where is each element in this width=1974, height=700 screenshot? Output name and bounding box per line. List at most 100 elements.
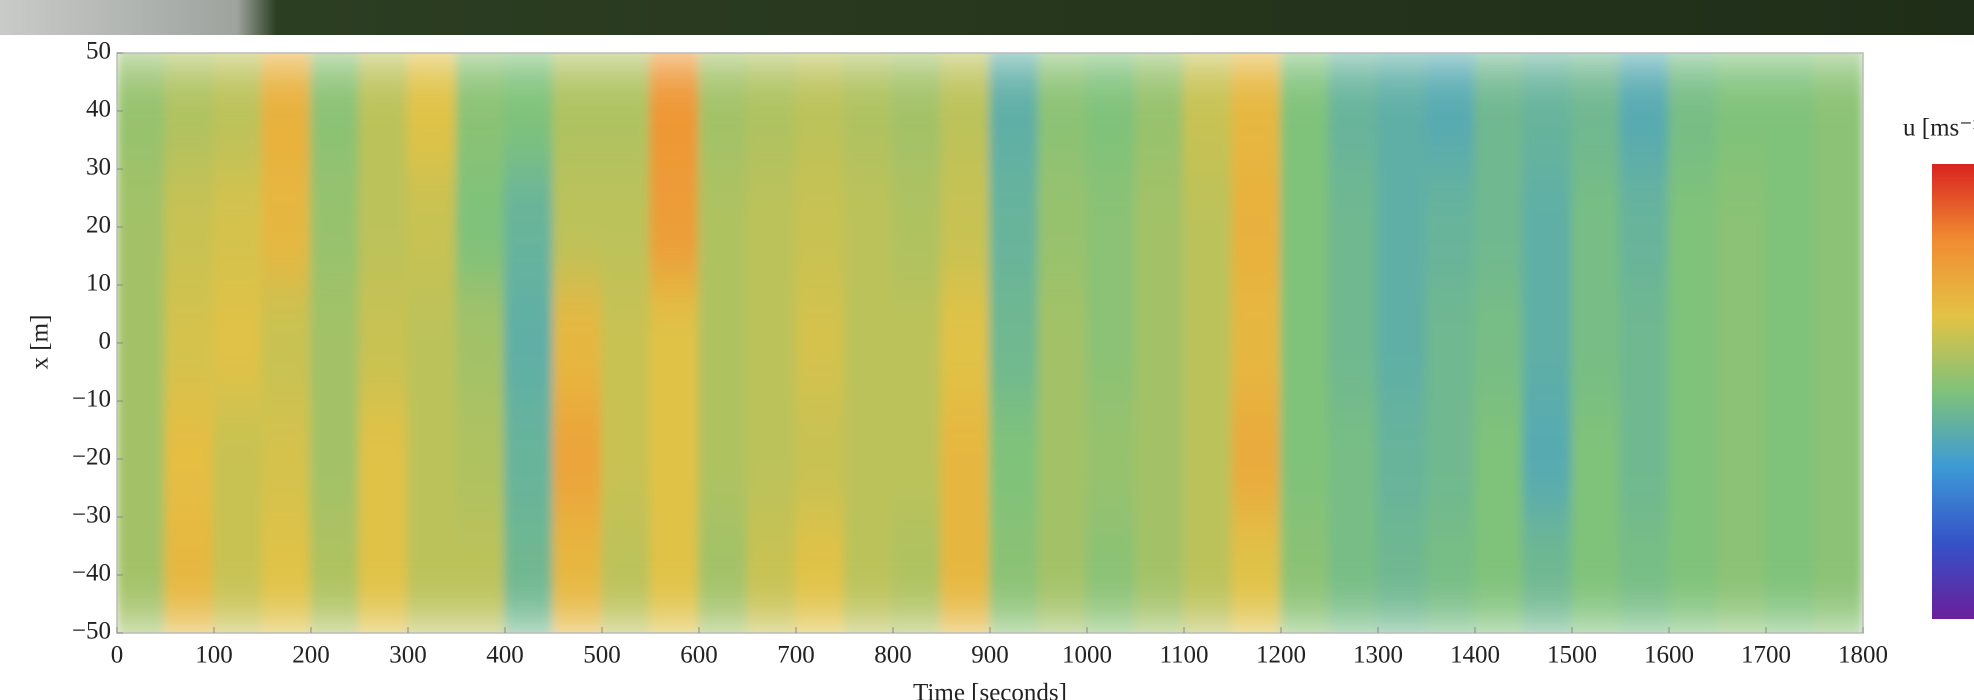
y-tick-label: 30 <box>86 154 111 181</box>
x-tick-label: 600 <box>680 642 718 669</box>
heatmap-cell <box>1668 516 1719 633</box>
heatmap-cell <box>1328 168 1379 286</box>
heatmap-cell <box>1134 284 1185 402</box>
heatmap-cell <box>1183 400 1234 518</box>
heatmap-cell <box>1571 400 1622 518</box>
heatmap-cell <box>1328 516 1379 633</box>
heatmap-cell <box>358 400 409 518</box>
heatmap-cell <box>407 284 458 402</box>
heatmap-cell <box>795 284 846 402</box>
heatmap-cell <box>1377 53 1428 170</box>
heatmap-cell <box>358 168 409 286</box>
heatmap-cell <box>843 168 894 286</box>
heatmap-cell <box>989 400 1040 518</box>
heatmap-cell <box>1474 168 1525 286</box>
heatmap-cell <box>1813 400 1863 518</box>
heatmap-cell <box>213 168 264 286</box>
heatmap-cell <box>1086 284 1137 402</box>
heatmap-cell <box>1716 284 1767 402</box>
heatmap-cell <box>504 284 555 402</box>
x-axis-label: Time [seconds] <box>913 680 1067 700</box>
heatmap-cell <box>1231 168 1282 286</box>
heatmap-cell <box>1183 516 1234 633</box>
heatmap-cell <box>649 53 700 170</box>
heatmap-cell <box>698 168 749 286</box>
heatmap-cell <box>1765 168 1816 286</box>
heatmap-cell <box>1037 168 1088 286</box>
heatmap-cell <box>1474 516 1525 633</box>
heatmap-cell <box>117 400 167 518</box>
heatmap-cell <box>940 53 991 170</box>
heatmap-cell <box>843 53 894 170</box>
heatmap-cell <box>1134 516 1185 633</box>
heatmap-cell <box>601 168 652 286</box>
heatmap-cell <box>892 53 943 170</box>
heatmap-cell <box>1134 168 1185 286</box>
heatmap-cell <box>698 53 749 170</box>
y-tick-label: −10 <box>72 386 111 413</box>
heatmap-cell <box>1619 516 1670 633</box>
heatmap-cell <box>1425 284 1476 402</box>
x-tick-label: 200 <box>292 642 330 669</box>
x-tick-label: 1500 <box>1547 642 1597 669</box>
heatmap-cell <box>1183 168 1234 286</box>
heatmap-cell <box>1086 168 1137 286</box>
heatmap-cell <box>795 516 846 633</box>
heatmap-cell <box>1716 516 1767 633</box>
heatmap-cell <box>1716 400 1767 518</box>
heatmap-cell <box>1474 400 1525 518</box>
heatmap-cell <box>989 516 1040 633</box>
heatmap-cell <box>1813 516 1863 633</box>
heatmap-cell <box>1571 516 1622 633</box>
heatmap-cell <box>1716 168 1767 286</box>
heatmap-cell <box>1037 284 1088 402</box>
heatmap-cell <box>1037 53 1088 170</box>
heatmap-cell <box>1668 168 1719 286</box>
heatmap-cell <box>261 168 312 286</box>
heatmap-cell <box>261 400 312 518</box>
heatmap-cell <box>698 516 749 633</box>
y-tick-label: −50 <box>72 618 111 645</box>
heatmap-cell <box>1328 53 1379 170</box>
heatmap-cell <box>892 284 943 402</box>
heatmap-cell <box>601 53 652 170</box>
heatmap-cell <box>455 516 506 633</box>
heatmap-cell <box>552 516 603 633</box>
heatmap-cell <box>164 284 215 402</box>
heatmap-cell <box>1522 168 1573 286</box>
heatmap-cell <box>504 400 555 518</box>
heatmap-cell <box>698 284 749 402</box>
heatmap-cell <box>1328 400 1379 518</box>
heatmap-cell <box>1231 400 1282 518</box>
heatmap-cell <box>843 516 894 633</box>
heatmap-cell <box>504 53 555 170</box>
heatmap-cell <box>1037 400 1088 518</box>
heatmap-cell <box>1280 284 1331 402</box>
heatmap-cell <box>1377 400 1428 518</box>
heatmap-cell <box>552 284 603 402</box>
heatmap-cell <box>1716 53 1767 170</box>
heatmap-cell <box>1280 516 1331 633</box>
heatmap-cell <box>795 400 846 518</box>
heatmap-cell <box>1280 168 1331 286</box>
heatmap-cell <box>601 284 652 402</box>
heatmap-cell <box>1571 53 1622 170</box>
x-tick-label: 800 <box>874 642 912 669</box>
x-tick-label: 1300 <box>1353 642 1403 669</box>
heatmap-cell <box>1522 53 1573 170</box>
heatmap-cell <box>1765 516 1816 633</box>
heatmap-cell <box>164 400 215 518</box>
heatmap-cell <box>1231 53 1282 170</box>
x-tick-label: 1600 <box>1644 642 1694 669</box>
heatmap-cell <box>940 516 991 633</box>
heatmap-cell <box>407 400 458 518</box>
heatmap-cell <box>1522 516 1573 633</box>
heatmap-cell <box>940 284 991 402</box>
heatmap-cell <box>989 168 1040 286</box>
heatmap-cell <box>1813 284 1863 402</box>
heatmap-cell <box>504 168 555 286</box>
x-tick-label: 1800 <box>1838 642 1888 669</box>
x-tick-label: 400 <box>486 642 524 669</box>
heatmap-cell <box>552 168 603 286</box>
heatmap-cell <box>407 53 458 170</box>
